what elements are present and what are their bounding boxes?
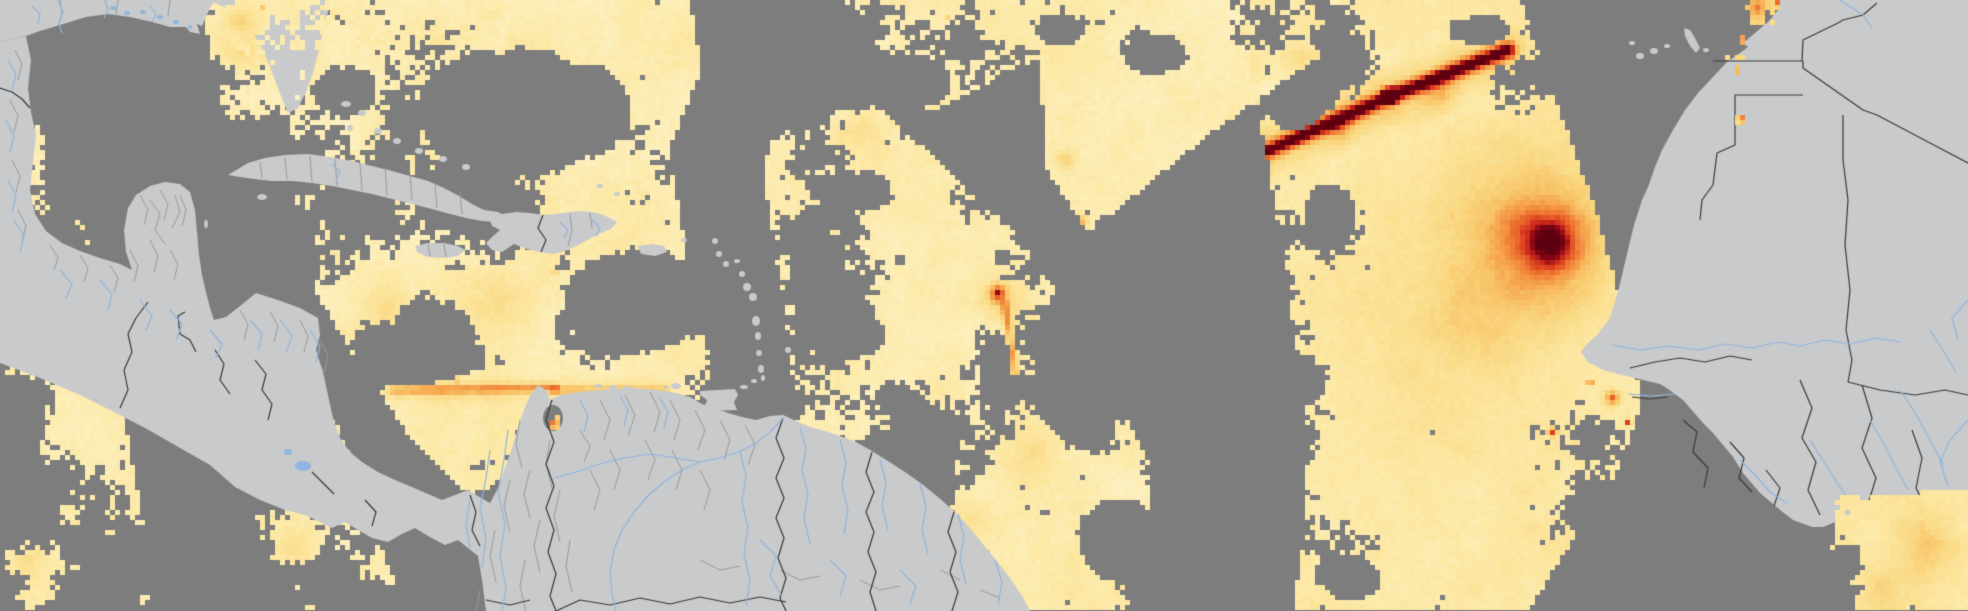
aerosol-map	[0, 0, 1968, 611]
aerosol-map-canvas	[0, 0, 1968, 611]
